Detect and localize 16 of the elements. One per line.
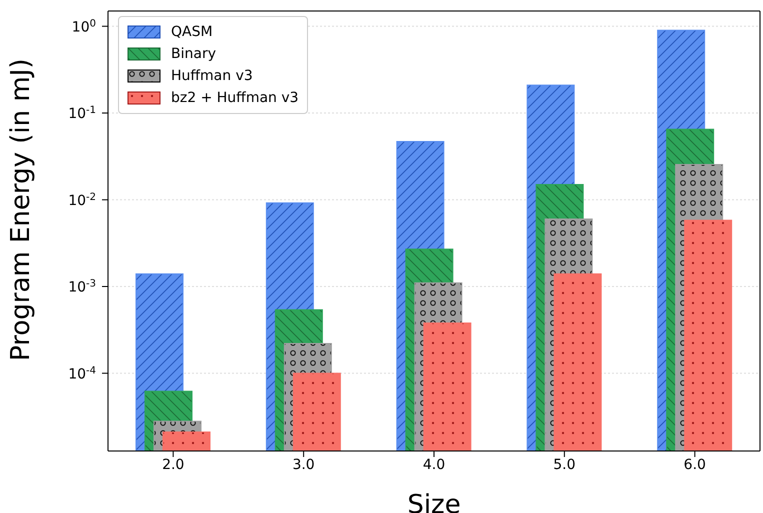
y-tick-label: 10$^{-2}$ bbox=[68, 191, 96, 209]
x-tick-label: 5.0 bbox=[553, 456, 576, 473]
y-tick-label: 10$^{0}$ bbox=[72, 18, 96, 36]
x-tick-label: 6.0 bbox=[684, 456, 706, 473]
x-tick-label: 4.0 bbox=[422, 456, 446, 473]
x-tick-label: 2.0 bbox=[162, 456, 184, 473]
y-tick-label: 10$^{-4}$ bbox=[68, 364, 96, 382]
legend-label: Huffman v3 bbox=[171, 68, 253, 84]
legend-label: QASM bbox=[171, 24, 213, 40]
legend-label: Binary bbox=[171, 46, 216, 62]
y-tick-label: 10$^{-3}$ bbox=[68, 278, 96, 296]
legend-label: bz2 + Huffman v3 bbox=[171, 90, 299, 106]
y-axis-title: Program Energy (in mJ) bbox=[6, 58, 36, 361]
y-tick-label: 10$^{-1}$ bbox=[68, 104, 96, 122]
x-tick-label: 3.0 bbox=[292, 456, 315, 473]
x-axis-title: Size bbox=[407, 490, 461, 513]
